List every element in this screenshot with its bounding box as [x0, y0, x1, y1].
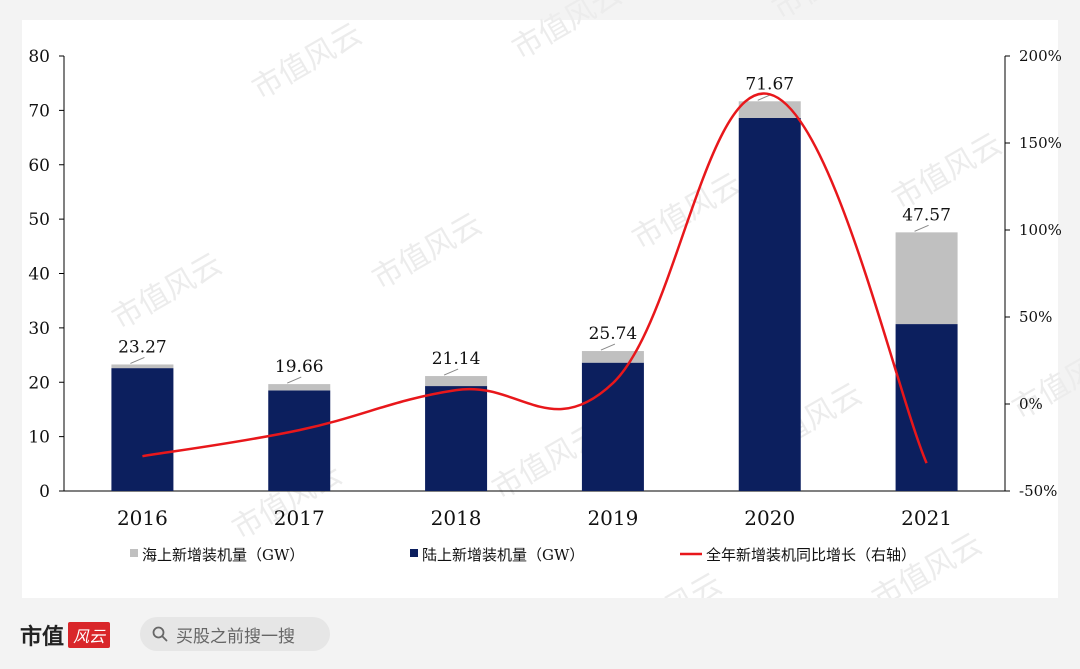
y-tick-label: 80 [28, 47, 50, 67]
y2-tick-label: 0% [1019, 395, 1043, 413]
y-tick-label: 60 [28, 156, 50, 176]
legend-label: 陆上新增装机量（GW） [422, 546, 584, 564]
site-logo[interactable]: 市值 风云 [20, 620, 111, 650]
y-tick-label: 0 [39, 482, 50, 502]
x-tick-label: 2021 [901, 506, 952, 530]
bar-onshore [895, 324, 958, 491]
y-tick-label: 50 [28, 210, 50, 230]
data-label-total: 71.67 [745, 74, 794, 94]
legend-label: 全年新增装机同比增长（右轴） [706, 546, 916, 564]
search-icon [152, 626, 168, 642]
y2-tick-label: 150% [1019, 134, 1062, 152]
y2-tick-label: 50% [1019, 308, 1052, 326]
y2-tick-label: 100% [1019, 221, 1062, 239]
data-label-total: 23.27 [118, 337, 167, 357]
data-label-leader [287, 376, 302, 384]
watermark-text: 市值风云 [887, 127, 1008, 217]
data-label-leader [443, 368, 459, 376]
legend-label: 海上新增装机量（GW） [142, 546, 304, 564]
y2-tick-label: 200% [1019, 47, 1062, 65]
logo-text: 市值 [20, 625, 65, 650]
watermark-text: 市值风云 [247, 17, 368, 107]
logo-badge: 风云 [68, 622, 111, 648]
y-tick-label: 20 [28, 373, 50, 393]
chart-card [22, 20, 1058, 598]
data-label-total: 25.74 [589, 324, 638, 344]
watermark-text: 市值风云 [507, 0, 628, 67]
bar-offshore [111, 364, 174, 369]
y2-tick-label: -50% [1019, 482, 1057, 500]
search-box[interactable]: 买股之前搜一搜 [140, 617, 330, 651]
y-tick-label: 70 [28, 101, 50, 121]
bar-onshore [425, 386, 488, 491]
legend-swatch [410, 549, 418, 557]
data-label-leader [130, 357, 145, 364]
y-tick-label: 30 [28, 319, 50, 339]
y-tick-label: 40 [28, 265, 50, 285]
data-label-total: 19.66 [275, 357, 324, 377]
data-label-total: 47.57 [902, 205, 951, 225]
bar-offshore [895, 232, 958, 325]
legend-swatch [130, 549, 138, 557]
y-tick-label: 10 [28, 428, 50, 448]
bar-onshore [738, 117, 801, 492]
watermark-text: 市值风云 [1007, 337, 1080, 427]
x-tick-label: 2019 [587, 506, 638, 530]
x-tick-label: 2016 [117, 506, 168, 530]
x-tick-label: 2018 [431, 506, 482, 530]
bar-offshore [738, 101, 801, 118]
series-line-growth [142, 92, 928, 464]
watermark-text: 市值风云 [607, 567, 728, 600]
x-tick-label: 2020 [744, 506, 795, 530]
search-placeholder: 买股之前搜一搜 [176, 626, 295, 647]
bar-offshore [268, 384, 331, 391]
data-label-leader [914, 224, 929, 232]
data-label-leader [600, 343, 616, 351]
watermark-text: 市值风云 [767, 0, 888, 27]
bar-offshore [581, 351, 644, 363]
watermark-text: 市值风云 [367, 207, 488, 297]
watermark-text: 市值风云 [627, 167, 748, 257]
bar-onshore [111, 368, 174, 491]
bar-offshore [425, 376, 488, 387]
bar-onshore [268, 390, 331, 491]
watermark-text: 市值风云 [107, 247, 228, 337]
data-label-total: 21.14 [432, 349, 481, 369]
x-tick-label: 2017 [274, 506, 325, 530]
